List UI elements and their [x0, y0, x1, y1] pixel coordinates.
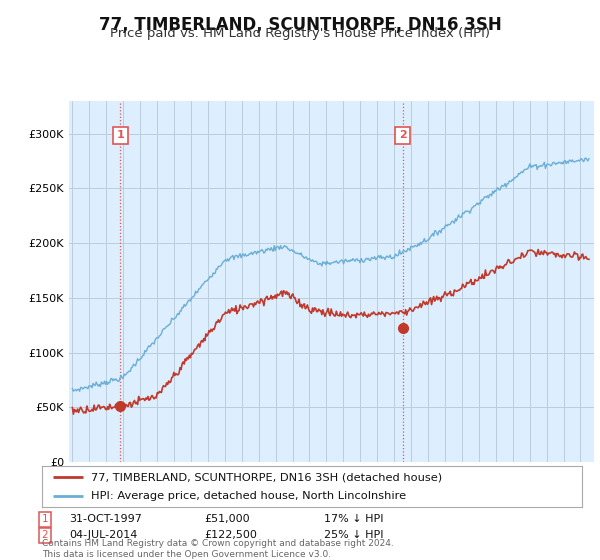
Text: 77, TIMBERLAND, SCUNTHORPE, DN16 3SH: 77, TIMBERLAND, SCUNTHORPE, DN16 3SH — [98, 16, 502, 34]
Text: 25% ↓ HPI: 25% ↓ HPI — [324, 530, 383, 540]
Text: Price paid vs. HM Land Registry's House Price Index (HPI): Price paid vs. HM Land Registry's House … — [110, 27, 490, 40]
Text: £51,000: £51,000 — [204, 514, 250, 524]
Text: 2: 2 — [399, 130, 407, 140]
Text: HPI: Average price, detached house, North Lincolnshire: HPI: Average price, detached house, Nort… — [91, 491, 406, 501]
Text: 1: 1 — [116, 130, 124, 140]
Text: 1: 1 — [41, 514, 49, 524]
Text: 2: 2 — [41, 530, 49, 540]
Text: 77, TIMBERLAND, SCUNTHORPE, DN16 3SH (detached house): 77, TIMBERLAND, SCUNTHORPE, DN16 3SH (de… — [91, 473, 442, 482]
Text: 04-JUL-2014: 04-JUL-2014 — [69, 530, 137, 540]
Text: Contains HM Land Registry data © Crown copyright and database right 2024.
This d: Contains HM Land Registry data © Crown c… — [42, 539, 394, 559]
Text: 31-OCT-1997: 31-OCT-1997 — [69, 514, 142, 524]
Text: 17% ↓ HPI: 17% ↓ HPI — [324, 514, 383, 524]
Text: £122,500: £122,500 — [204, 530, 257, 540]
